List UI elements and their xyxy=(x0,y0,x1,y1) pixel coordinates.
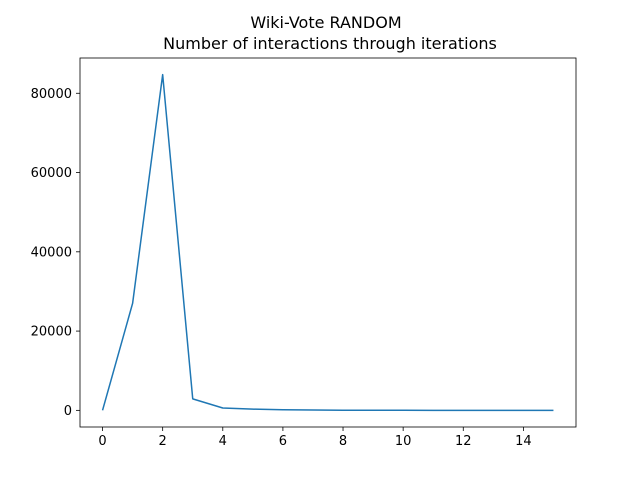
y-tick-label: 80000 xyxy=(31,87,72,102)
y-tick-label: 40000 xyxy=(31,245,72,260)
y-tick-label: 60000 xyxy=(31,166,72,181)
x-tick-label: 8 xyxy=(339,434,347,449)
series-line-0 xyxy=(101,73,554,412)
x-tick-label: 0 xyxy=(98,434,106,449)
x-tick-label: 4 xyxy=(219,434,227,449)
chart-title: Wiki-Vote RANDOM xyxy=(250,13,401,32)
plot-area: 0 2 4 6 8 10 12 14 0 20000 40000 60000 80000 xyxy=(31,57,577,449)
axes-frame xyxy=(79,57,577,428)
chart-subtitle: Number of interactions through iteration… xyxy=(163,34,497,53)
x-tick-label: 2 xyxy=(159,434,167,449)
x-tick-label: 6 xyxy=(279,434,287,449)
y-tick-label: 0 xyxy=(64,404,72,419)
x-tick-label: 10 xyxy=(395,434,412,449)
x-tick-label: 14 xyxy=(515,434,532,449)
y-tick-label: 20000 xyxy=(31,325,72,340)
x-tick-label: 12 xyxy=(455,434,472,449)
